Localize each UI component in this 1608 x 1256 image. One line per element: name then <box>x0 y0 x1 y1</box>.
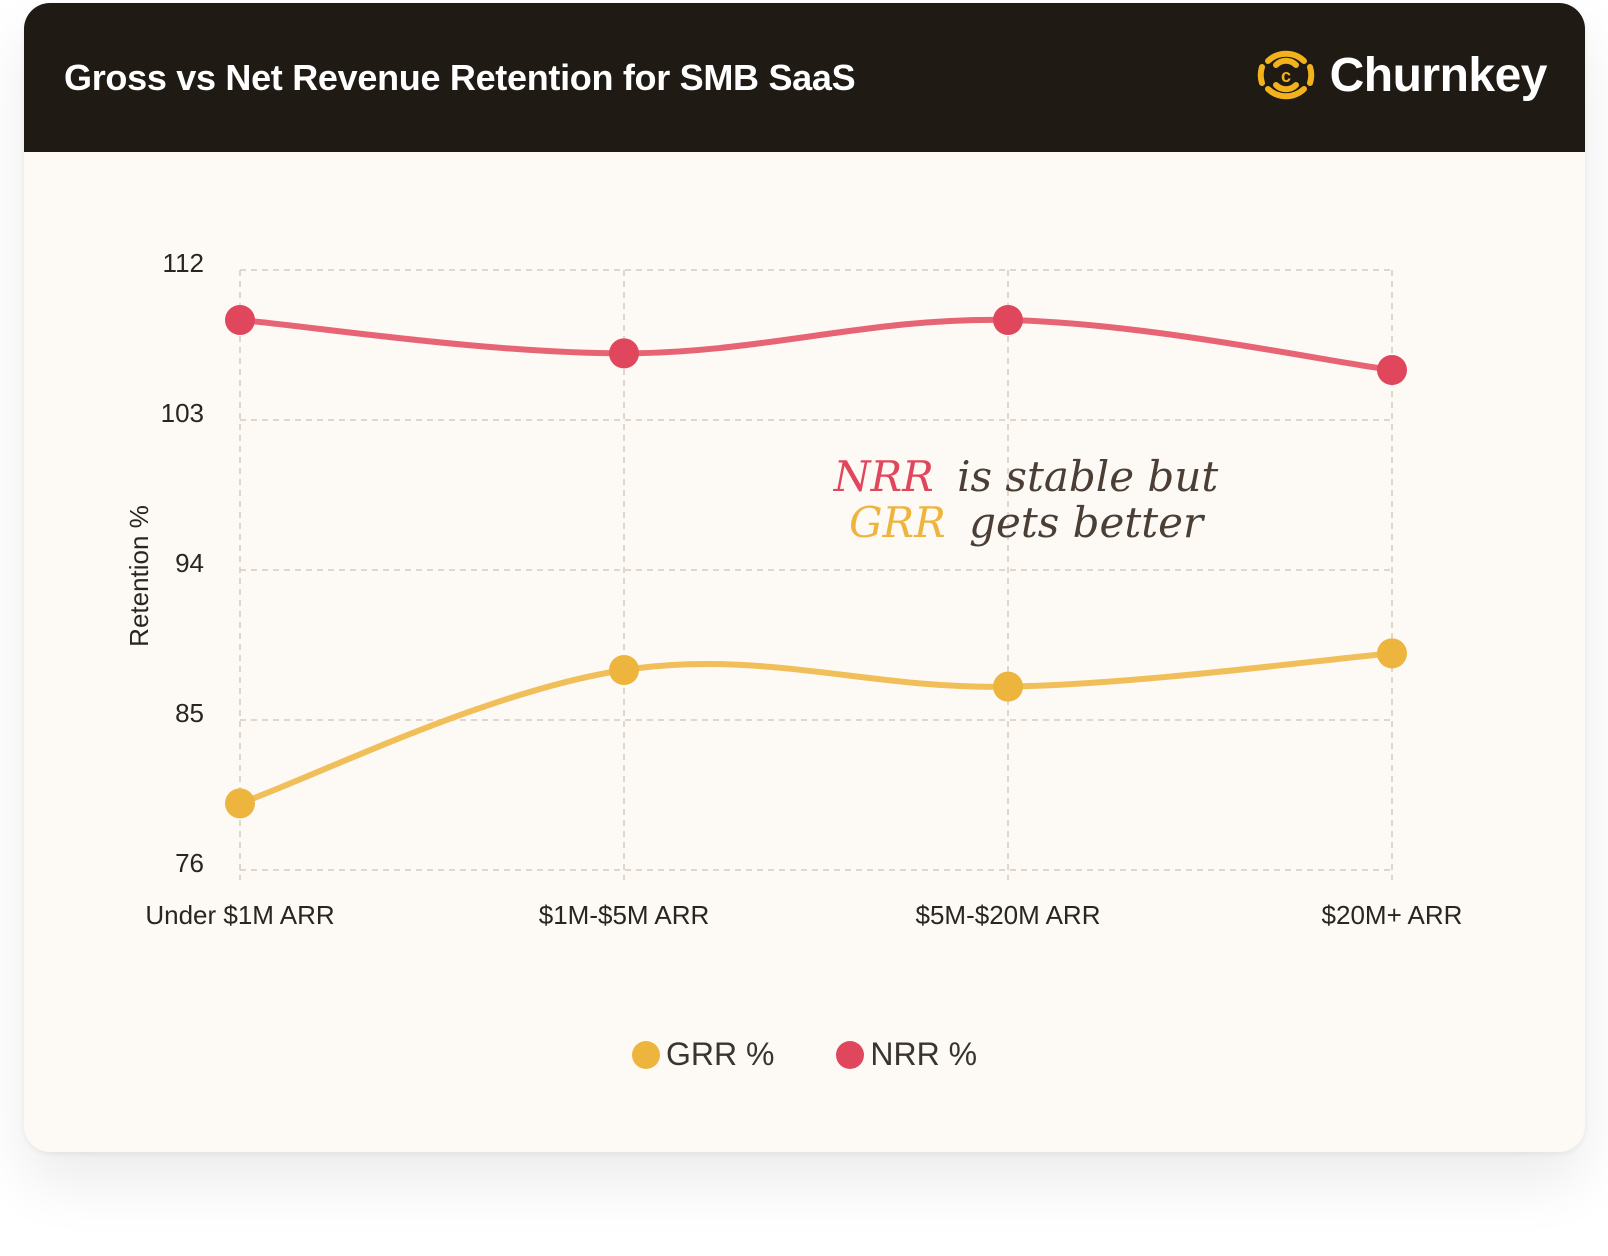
series-line-grr <box>237 650 1395 807</box>
legend-item-grr[interactable]: GRR % <box>631 1036 775 1073</box>
churnkey-logo: c Churnkey <box>1254 43 1548 107</box>
x-tick-label: $1M-$5M ARR <box>539 900 710 930</box>
chart-card: Gross vs Net Revenue Retention for SMB S… <box>24 3 1585 1152</box>
y-tick-label: 85 <box>175 698 204 728</box>
series <box>225 305 1407 819</box>
y-tick-label: 76 <box>175 848 204 878</box>
chart-title: Gross vs Net Revenue Retention for SMB S… <box>64 57 856 98</box>
data-point-nrr[interactable] <box>225 305 255 335</box>
logo-text: Churnkey <box>1329 48 1548 102</box>
legend-label-nrr: NRR % <box>870 1036 978 1072</box>
svg-text:c: c <box>1281 66 1291 86</box>
legend-label-grr: GRR % <box>665 1036 775 1072</box>
data-point-grr[interactable] <box>993 671 1023 702</box>
y-tick-label: 112 <box>163 248 204 278</box>
legend: GRR % NRR % <box>24 1036 1585 1073</box>
y-axis-ticks: 76 85 94 103 112 <box>161 248 204 878</box>
nrr-swatch-icon <box>836 1040 865 1069</box>
y-axis-label: Retention % <box>124 505 154 647</box>
legend-item-nrr[interactable]: NRR % <box>836 1036 977 1073</box>
annotation-text-2: gets better <box>969 498 1206 547</box>
y-tick-label: 94 <box>175 548 204 578</box>
header-bar: Gross vs Net Revenue Retention for SMB S… <box>24 3 1585 152</box>
annotation-line-2: GRR gets better <box>849 498 1206 547</box>
data-point-nrr[interactable] <box>609 338 639 369</box>
x-tick-label: Under $1M ARR <box>145 900 334 930</box>
data-point-nrr[interactable] <box>1377 355 1407 385</box>
annotation-text-1: is stable but <box>957 452 1218 501</box>
annotation-nrr: NRR <box>833 452 934 501</box>
data-point-nrr[interactable] <box>993 305 1023 335</box>
data-point-grr[interactable] <box>225 788 255 819</box>
data-point-grr[interactable] <box>609 655 639 685</box>
annotation-grr: GRR <box>849 498 946 547</box>
x-tick-label: $5M-$20M ARR <box>916 900 1101 930</box>
grr-swatch-icon <box>631 1040 660 1069</box>
y-tick-label: 103 <box>161 398 204 428</box>
grid <box>239 269 1393 880</box>
line-chart: 76 85 94 103 112 Under $1M ARR $1M-$5M ARR $5M… <box>124 248 1462 930</box>
data-point-grr[interactable] <box>1377 638 1407 669</box>
annotation-line-1: NRR is stable but <box>833 452 1219 501</box>
churnkey-logo-icon: c <box>1257 50 1314 100</box>
series-line-nrr <box>237 316 1395 373</box>
x-tick-label: $20M+ ARR <box>1322 900 1463 930</box>
x-axis-ticks: Under $1M ARR $1M-$5M ARR $5M-$20M ARR $20M… <box>145 900 1462 930</box>
